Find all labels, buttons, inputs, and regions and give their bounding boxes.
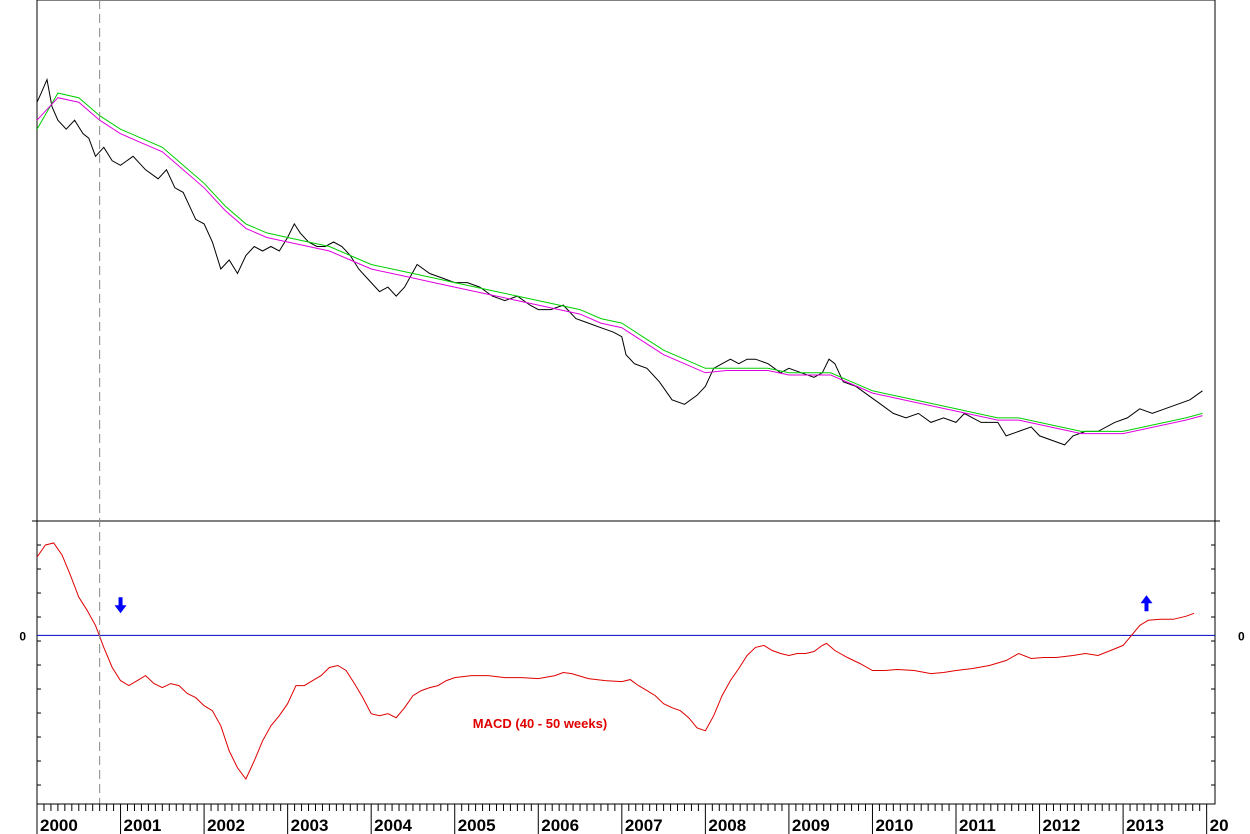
x-tick-label: 2009 xyxy=(792,816,830,834)
macd-y-ticks xyxy=(32,520,1220,786)
price-series-2 xyxy=(36,97,1203,435)
x-tick-label: 2006 xyxy=(541,816,579,834)
x-tick-label: 2001 xyxy=(124,816,162,834)
x-axis: 2000 2001 2002 2003 2004 2005 2006 2007 2008 2009… xyxy=(36,803,1229,834)
x-tick-label: 2010 xyxy=(875,816,913,834)
x-tick-label: 20 xyxy=(1210,816,1229,834)
price-series-1 xyxy=(36,92,1203,432)
price-series-group xyxy=(36,77,1203,446)
macd-series-label: MACD (40 - 50 weeks) xyxy=(473,716,607,731)
x-tick-label: 2012 xyxy=(1043,816,1081,834)
macd-series-group xyxy=(36,542,1195,780)
x-tick-label: 2011 xyxy=(959,816,996,834)
x-axis-ticks xyxy=(36,804,1208,834)
x-tick-label: 2000 xyxy=(40,816,78,834)
zero-label-right: 0 xyxy=(1238,629,1245,643)
macd-series-0 xyxy=(36,542,1195,780)
x-axis-labels: 2000 2001 2002 2003 2004 2005 2006 2007 2008 2009… xyxy=(40,816,1229,834)
sell-arrow-icon xyxy=(114,597,127,614)
x-tick-label: 2002 xyxy=(207,816,245,834)
x-tick-label: 2013 xyxy=(1126,816,1164,834)
x-tick-label: 2004 xyxy=(374,816,412,834)
x-tick-label: 2008 xyxy=(708,816,746,834)
x-tick-label: 2003 xyxy=(291,816,329,834)
buy-arrow-icon xyxy=(1140,595,1153,612)
zero-label-left: 0 xyxy=(19,629,26,643)
x-tick-label: 2005 xyxy=(458,816,496,834)
macd-markers xyxy=(114,595,1153,614)
x-tick-label: 2007 xyxy=(625,816,663,834)
